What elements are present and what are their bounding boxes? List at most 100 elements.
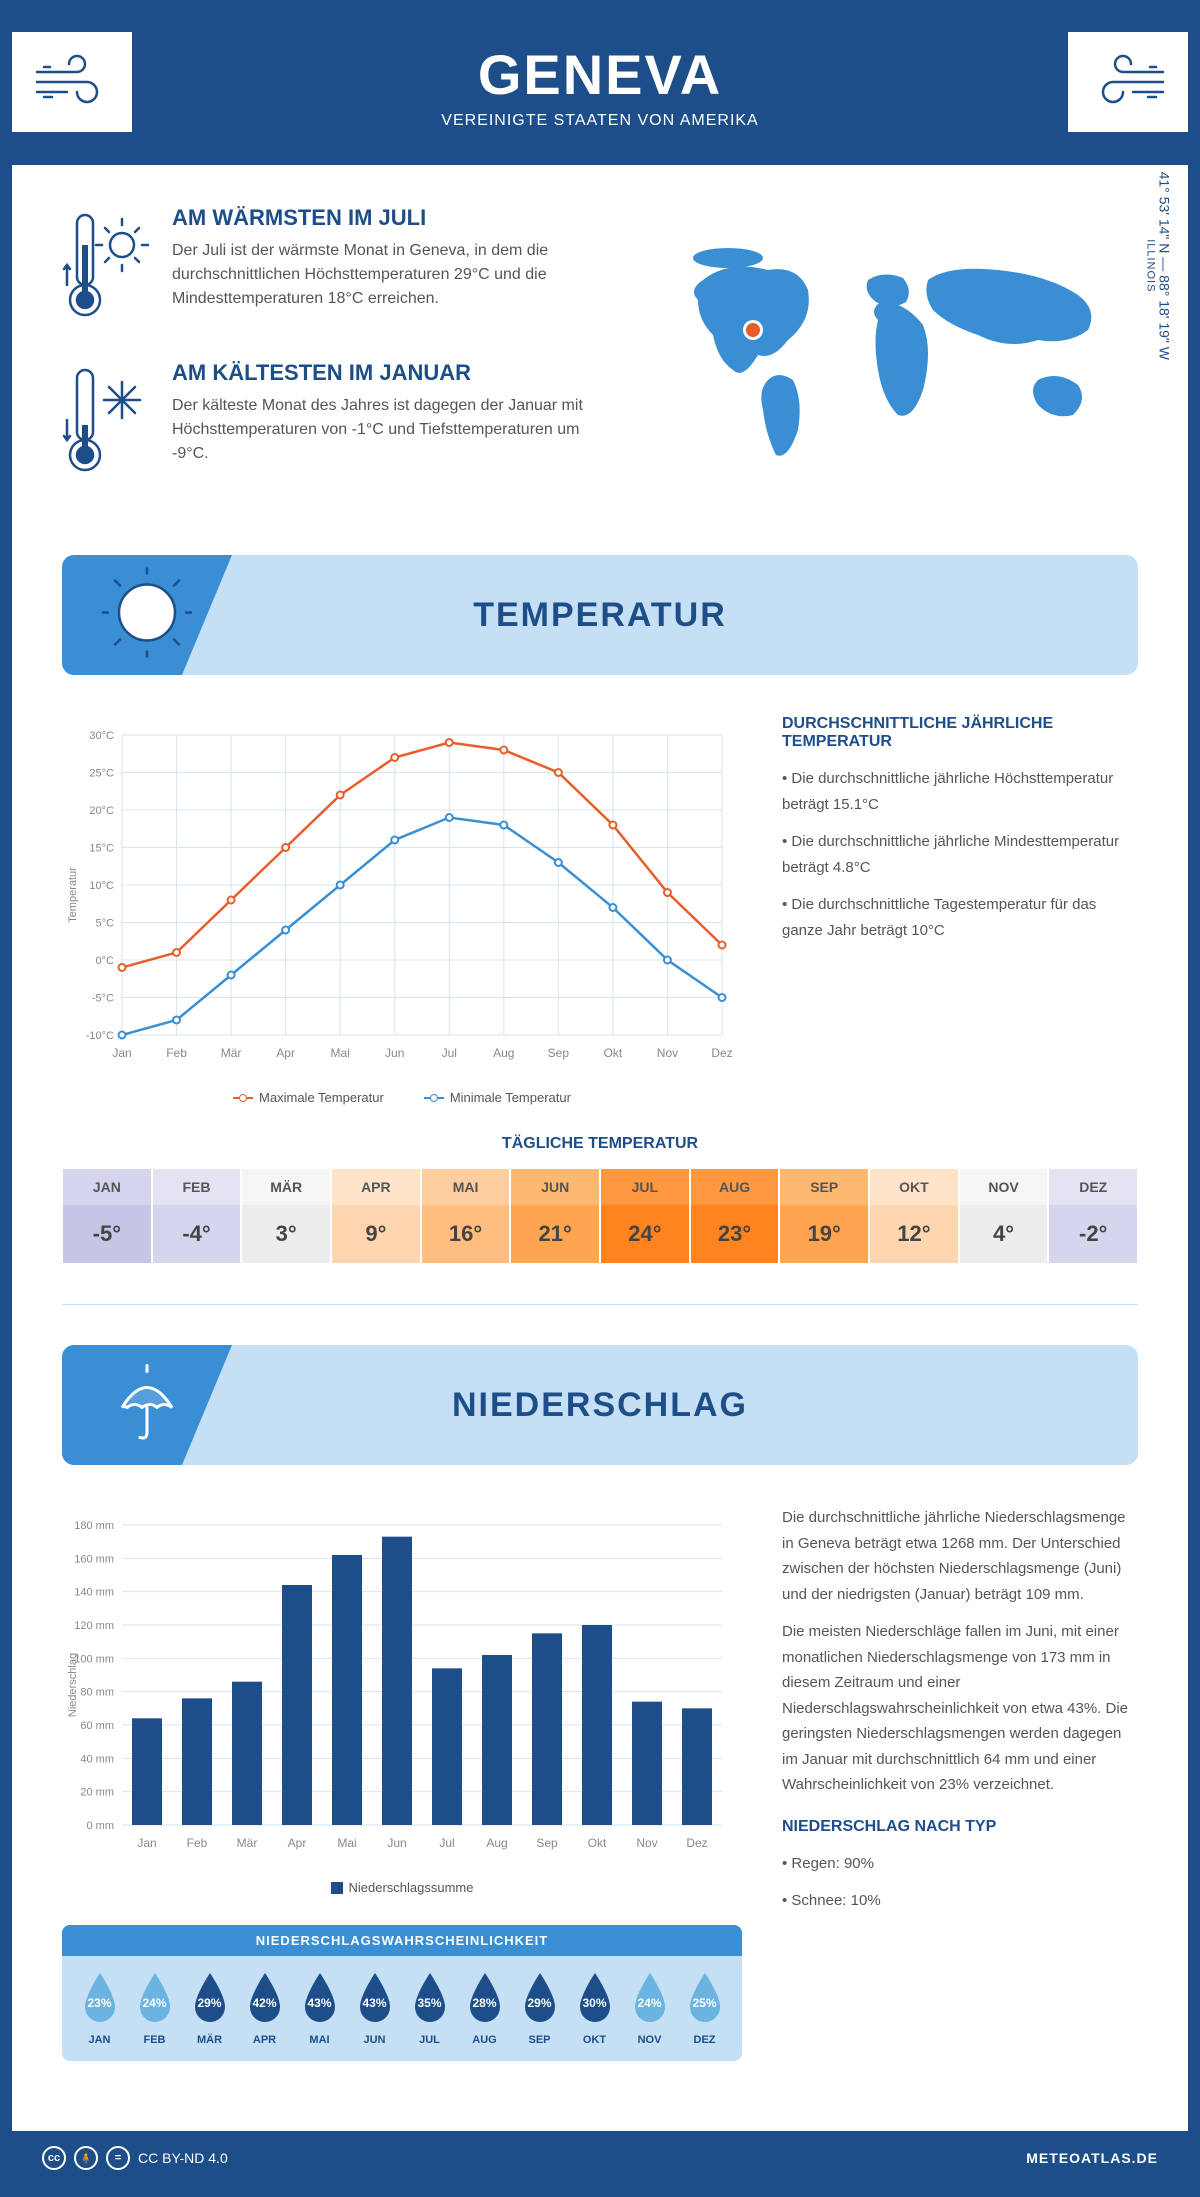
precip-type-2: • Schnee: 10% xyxy=(782,1888,1138,1914)
precip-para-2: Die meisten Niederschläge fallen im Juni… xyxy=(782,1619,1138,1798)
city-title: GENEVA xyxy=(12,42,1188,107)
precip-para-1: Die durchschnittliche jährliche Niedersc… xyxy=(782,1505,1138,1607)
svg-text:80 mm: 80 mm xyxy=(80,1687,114,1699)
svg-text:Feb: Feb xyxy=(166,1046,187,1060)
daily-temp-grid: JAN-5°FEB-4°MÄR3°APR9°MAI16°JUN21°JUL24°… xyxy=(62,1168,1138,1264)
prob-title: NIEDERSCHLAGSWAHRSCHEINLICHKEIT xyxy=(62,1925,742,1956)
svg-text:Mär: Mär xyxy=(221,1046,242,1060)
svg-text:Mär: Mär xyxy=(237,1836,258,1850)
license: cc 🧍 = CC BY-ND 4.0 xyxy=(42,2146,228,2170)
header: GENEVA VEREINIGTE STAATEN VON AMERIKA xyxy=(12,12,1188,165)
svg-text:Jul: Jul xyxy=(442,1046,457,1060)
precipitation-probability: NIEDERSCHLAGSWAHRSCHEINLICHKEIT 23%JAN24… xyxy=(62,1925,742,2061)
daily-cell: APR9° xyxy=(331,1168,421,1264)
precip-type-title: NIEDERSCHLAG NACH TYP xyxy=(782,1818,1138,1836)
coldest-title: AM KÄLTESTEN IM JANUAR xyxy=(172,360,598,386)
temp-bullet-1: • Die durchschnittliche jährliche Höchst… xyxy=(782,766,1138,817)
svg-text:25°C: 25°C xyxy=(89,768,114,780)
precipitation-bar-chart: 0 mm20 mm40 mm60 mm80 mm100 mm120 mm140 … xyxy=(62,1505,742,1895)
svg-text:Okt: Okt xyxy=(588,1836,607,1850)
svg-text:60 mm: 60 mm xyxy=(80,1720,114,1732)
legend-min-label: Minimale Temperatur xyxy=(450,1090,571,1105)
prob-cell: 43%JUN xyxy=(347,1971,402,2046)
svg-text:Sep: Sep xyxy=(548,1046,570,1060)
svg-text:Jun: Jun xyxy=(387,1836,406,1850)
svg-text:Mai: Mai xyxy=(337,1836,356,1850)
prob-cell: 25%DEZ xyxy=(677,1971,732,2046)
svg-text:Feb: Feb xyxy=(187,1836,208,1850)
svg-text:-5°C: -5°C xyxy=(92,993,114,1005)
temp-chart-legend: Maximale Temperatur Minimale Temperatur xyxy=(62,1090,742,1105)
temp-summary-title: DURCHSCHNITTLICHE JÄHRLICHE TEMPERATUR xyxy=(782,715,1138,751)
wind-icon-left xyxy=(12,32,132,132)
wind-icon-right xyxy=(1068,32,1188,132)
temperature-line-chart: -10°C-5°C0°C5°C10°C15°C20°C25°C30°CJanFe… xyxy=(62,715,742,1105)
svg-text:Aug: Aug xyxy=(493,1046,514,1060)
svg-text:10°C: 10°C xyxy=(89,880,114,892)
svg-text:Mai: Mai xyxy=(331,1046,350,1060)
warmest-block: AM WÄRMSTEN IM JULI Der Juli ist der wär… xyxy=(62,205,598,330)
divider xyxy=(62,1304,1138,1305)
prob-cell: 24%NOV xyxy=(622,1971,677,2046)
legend-precip-label: Niederschlagssumme xyxy=(349,1880,474,1895)
warmest-text: Der Juli ist der wärmste Monat in Geneva… xyxy=(172,239,598,311)
daily-cell: SEP19° xyxy=(779,1168,869,1264)
precip-chart-legend: Niederschlagssumme xyxy=(62,1880,742,1895)
coords-state: ILLINOIS xyxy=(1144,172,1156,360)
svg-text:Nov: Nov xyxy=(636,1836,657,1850)
coords-text: 41° 53' 14" N — 88° 18' 19" W xyxy=(1156,172,1172,360)
nd-icon: = xyxy=(106,2146,130,2170)
coordinates: 41° 53' 14" N — 88° 18' 19" W ILLINOIS xyxy=(1144,172,1172,360)
coldest-text: Der kälteste Monat des Jahres ist dagege… xyxy=(172,394,598,466)
prob-cell: 42%APR xyxy=(237,1971,292,2046)
svg-text:140 mm: 140 mm xyxy=(74,1587,114,1599)
site-name: METEOATLAS.DE xyxy=(1026,2150,1158,2166)
daily-cell: MÄR3° xyxy=(241,1168,331,1264)
world-map: 41° 53' 14" N — 88° 18' 19" W ILLINOIS xyxy=(638,205,1138,515)
temperature-banner: TEMPERATUR xyxy=(62,555,1138,675)
daily-cell: JUL24° xyxy=(600,1168,690,1264)
svg-text:5°C: 5°C xyxy=(96,918,115,930)
svg-text:Jan: Jan xyxy=(112,1046,131,1060)
prob-cell: 28%AUG xyxy=(457,1971,512,2046)
daily-cell: OKT12° xyxy=(869,1168,959,1264)
license-text: CC BY-ND 4.0 xyxy=(138,2150,228,2166)
svg-text:Dez: Dez xyxy=(711,1046,732,1060)
svg-text:Jun: Jun xyxy=(385,1046,404,1060)
thermometer-hot-icon xyxy=(62,205,152,330)
svg-text:Aug: Aug xyxy=(486,1836,507,1850)
sun-icon xyxy=(102,568,192,663)
intro-row: AM WÄRMSTEN IM JULI Der Juli ist der wär… xyxy=(62,205,1138,515)
svg-text:Jul: Jul xyxy=(439,1836,454,1850)
svg-text:Apr: Apr xyxy=(288,1836,307,1850)
svg-text:Okt: Okt xyxy=(604,1046,623,1060)
warmest-title: AM WÄRMSTEN IM JULI xyxy=(172,205,598,231)
daily-temp-title: TÄGLICHE TEMPERATUR xyxy=(62,1135,1138,1153)
prob-cell: 24%FEB xyxy=(127,1971,182,2046)
temp-bullet-3: • Die durchschnittliche Tagestemperatur … xyxy=(782,892,1138,943)
temp-bullet-2: • Die durchschnittliche jährliche Mindes… xyxy=(782,829,1138,880)
legend-max-label: Maximale Temperatur xyxy=(259,1090,384,1105)
prob-cell: 23%JAN xyxy=(72,1971,127,2046)
prob-cell: 29%MÄR xyxy=(182,1971,237,2046)
precipitation-banner: NIEDERSCHLAG xyxy=(62,1345,1138,1465)
daily-cell: JAN-5° xyxy=(62,1168,152,1264)
country-subtitle: VEREINIGTE STAATEN VON AMERIKA xyxy=(12,112,1188,130)
prob-cell: 43%MAI xyxy=(292,1971,347,2046)
svg-text:-10°C: -10°C xyxy=(86,1030,114,1042)
svg-text:180 mm: 180 mm xyxy=(74,1520,114,1532)
svg-text:30°C: 30°C xyxy=(89,730,114,742)
prob-cell: 35%JUL xyxy=(402,1971,457,2046)
by-icon: 🧍 xyxy=(74,2146,98,2170)
precip-type-1: • Regen: 90% xyxy=(782,1851,1138,1877)
svg-text:Jan: Jan xyxy=(137,1836,156,1850)
umbrella-icon xyxy=(102,1358,192,1453)
svg-text:15°C: 15°C xyxy=(89,843,114,855)
svg-text:Apr: Apr xyxy=(276,1046,295,1060)
daily-cell: NOV4° xyxy=(959,1168,1049,1264)
precip-summary: Die durchschnittliche jährliche Niedersc… xyxy=(782,1505,1138,2061)
svg-text:Dez: Dez xyxy=(686,1836,707,1850)
temp-summary: DURCHSCHNITTLICHE JÄHRLICHE TEMPERATUR •… xyxy=(782,715,1138,1105)
infographic-container: GENEVA VEREINIGTE STAATEN VON AMERIKA xyxy=(0,0,1200,2197)
precipitation-title: NIEDERSCHLAG xyxy=(452,1386,748,1425)
